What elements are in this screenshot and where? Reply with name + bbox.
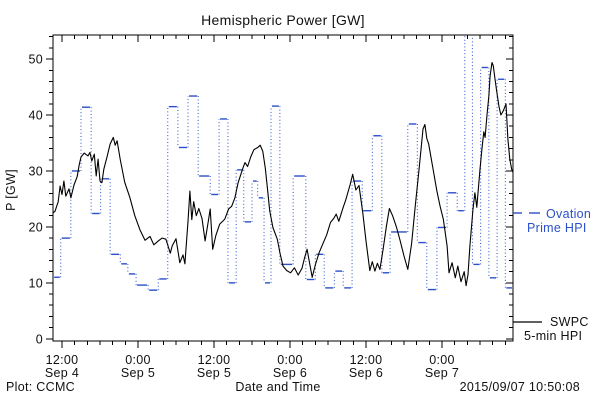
y-tick-label: 10	[28, 276, 43, 290]
x-tick-date-label: Sep 7	[425, 366, 459, 380]
y-tick-label: 50	[28, 53, 43, 67]
x-tick-date-label: Sep 6	[273, 366, 307, 380]
x-tick-date-label: Sep 5	[197, 366, 231, 380]
x-tick-time-label: 12:00	[350, 353, 383, 367]
y-tick-label: 20	[28, 220, 43, 234]
series-ovation-prime-hpi	[54, 35, 512, 291]
ovation-legend-line2: Prime HPI	[527, 221, 587, 235]
series	[53, 35, 513, 291]
labels: Hemispheric Power [GW] P [GW] Date and T…	[4, 12, 580, 394]
x-tick-time-label: 12:00	[198, 353, 231, 367]
legend-swpc: SWPC 5-min HPI	[513, 315, 589, 343]
x-tick-date-label: Sep 5	[121, 366, 155, 380]
x-tick-time-label: 0:00	[429, 353, 455, 367]
y-tick-label: 0	[36, 332, 43, 346]
ovation-legend-line1: Ovation	[546, 207, 591, 221]
chart-title: Hemispheric Power [GW]	[201, 12, 365, 28]
footer-timestamp: 2015/09/07 10:50:08	[460, 380, 580, 394]
x-tick-date-label: Sep 6	[349, 366, 383, 380]
y-tick-label: 30	[28, 164, 43, 178]
y-axis-label: P [GW]	[4, 169, 18, 211]
x-tick-date-label: Sep 4	[45, 366, 79, 380]
x-axis-label: Date and Time	[235, 380, 320, 394]
x-tick-time-label: 0:00	[277, 353, 303, 367]
plot-border	[52, 34, 514, 342]
x-tick-time-label: 12:00	[46, 353, 79, 367]
swpc-legend-line1: SWPC	[550, 315, 589, 329]
swpc-legend-line2: 5-min HPI	[524, 329, 582, 343]
x-tick-time-label: 0:00	[125, 353, 151, 367]
legend-ovation: Ovation Prime HPI	[513, 207, 591, 235]
series-swpc-5min-hpi	[53, 61, 513, 287]
y-tick-label: 40	[28, 109, 43, 123]
footer-plot-source: Plot: CCMC	[6, 380, 75, 394]
